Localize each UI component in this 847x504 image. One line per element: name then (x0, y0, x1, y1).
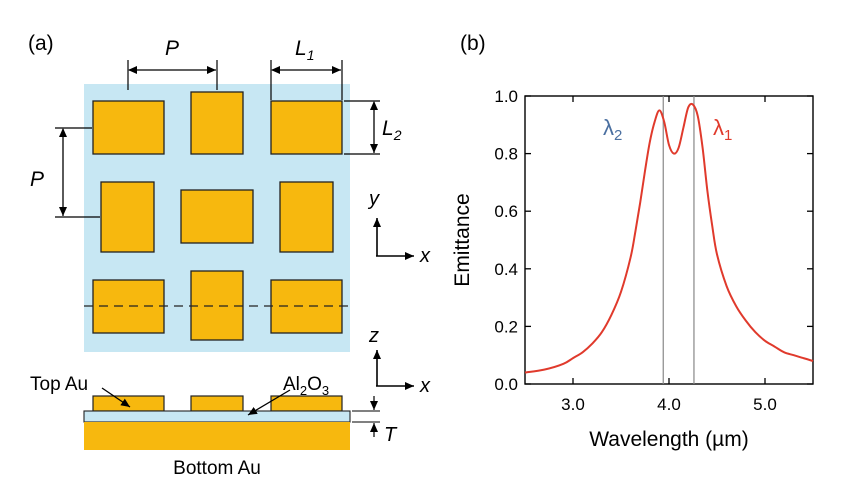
period-label-left: P (30, 168, 44, 191)
L2-label: L2 (382, 117, 402, 143)
oxide-label: Al2O3 (283, 374, 329, 398)
panel-a-label: (a) (28, 32, 54, 55)
emittance-curve (524, 102, 814, 374)
oxide-layer (83, 410, 351, 423)
top-au-pointer (101, 387, 131, 408)
top-au-patch (190, 395, 244, 412)
x-tick-label: 4.0 (657, 395, 681, 414)
thickness-label: T (384, 424, 398, 446)
gold-patch (92, 100, 165, 155)
panel-b-label: (b) (460, 32, 486, 55)
axis-x-label: x (419, 245, 431, 267)
lambda1-label: λ1 (713, 115, 732, 144)
plot-frame (524, 95, 814, 385)
y-ticks: 0.0 0.2 0.4 0.6 0.8 1.0 (494, 87, 813, 394)
panel-a: (a) P L1 L2 P (28, 32, 431, 479)
x-ticks: 3.0 4.0 5.0 (561, 96, 777, 414)
oxide-pointer (247, 389, 291, 416)
gold-patch (279, 181, 334, 253)
y-axis-title: Emittance (451, 193, 474, 286)
axis-z-label: z (368, 325, 379, 347)
x-tick-label: 5.0 (753, 395, 777, 414)
x-axis-title: Wavelength (µm) (589, 428, 749, 451)
top-au-patch (92, 395, 165, 412)
gold-patch (270, 100, 343, 155)
gold-patch (190, 91, 244, 155)
y-tick-label: 0.2 (494, 317, 518, 336)
lambda2-label: λ2 (603, 115, 622, 144)
gold-patch (180, 189, 254, 244)
y-tick-label: 0.8 (494, 145, 518, 164)
y-tick-label: 0.0 (494, 375, 518, 394)
x-tick-label: 3.0 (561, 395, 585, 414)
y-tick-label: 1.0 (494, 87, 518, 106)
top-au-patch (270, 395, 343, 412)
panel-b: (b) 0.0 0.2 0.4 0.6 0.8 1.0 3.0 4.0 5.0 λ2 λ1 W… (451, 32, 814, 451)
L1-label: L1 (295, 37, 314, 63)
y-tick-label: 0.6 (494, 202, 518, 221)
bottom-au-label: Bottom Au (173, 458, 261, 479)
period-label-top: P (165, 37, 179, 60)
top-au-label: Top Au (30, 374, 88, 395)
bottom-au-layer (84, 422, 350, 450)
axis-x2-label: x (419, 375, 431, 397)
y-tick-label: 0.4 (494, 260, 518, 279)
axis-y-label: y (367, 188, 380, 210)
gold-patch (100, 181, 155, 253)
resonance-markers (662, 96, 695, 384)
